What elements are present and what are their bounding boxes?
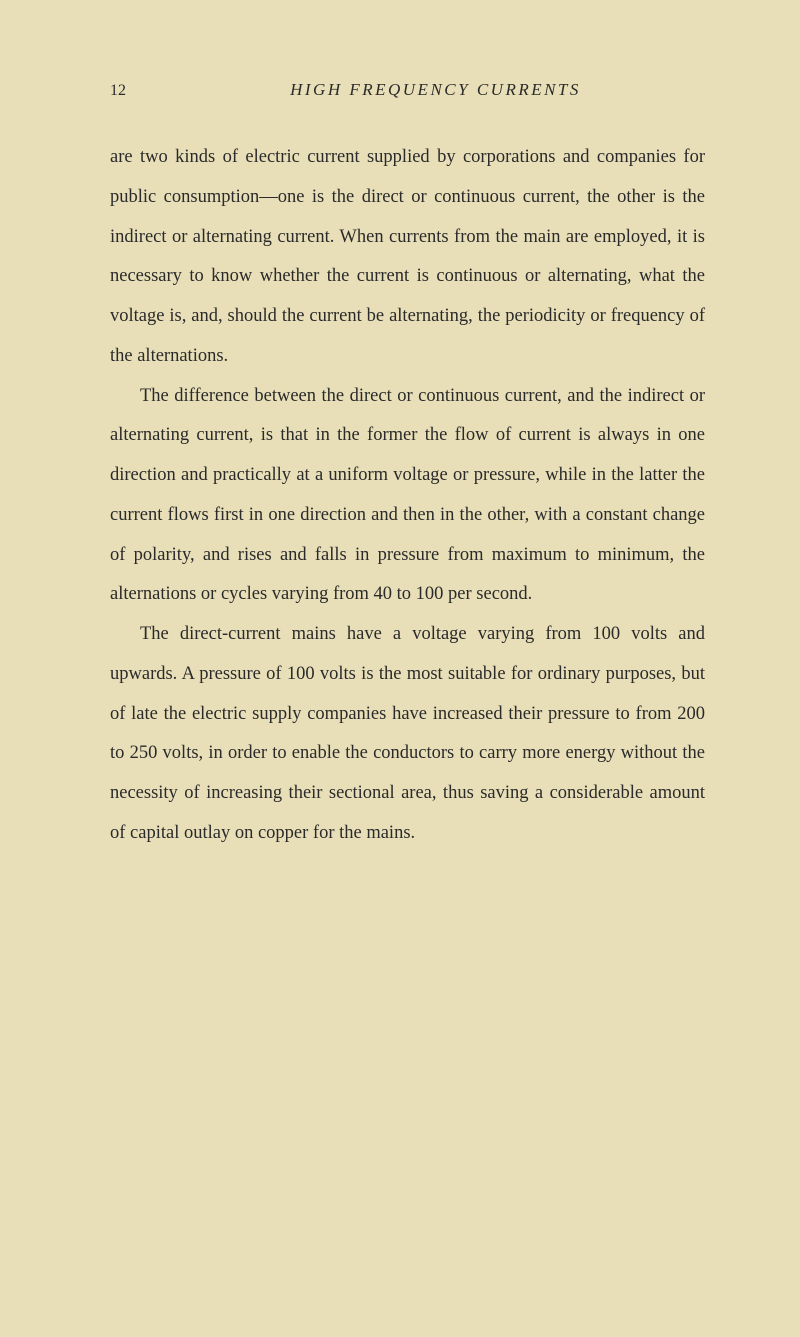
paragraph-1: are two kinds of electric current suppli… (110, 138, 705, 377)
paragraph-3: The direct-current mains have a voltage … (110, 615, 705, 854)
page-number: 12 (110, 82, 126, 100)
running-title: HIGH FREQUENCY CURRENTS (166, 80, 705, 100)
body-text: are two kinds of electric current suppli… (110, 138, 705, 854)
page-header: 12 HIGH FREQUENCY CURRENTS (110, 80, 705, 100)
paragraph-2: The difference between the direct or con… (110, 377, 705, 616)
